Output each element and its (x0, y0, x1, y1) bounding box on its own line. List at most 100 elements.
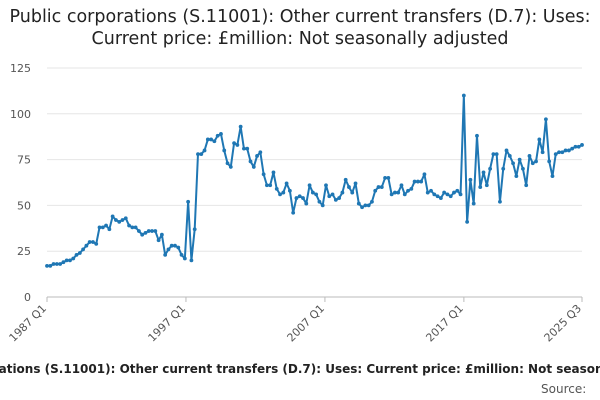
data-point (97, 225, 102, 230)
legend-label: Public corporations (S.11001): Other cur… (0, 362, 600, 376)
data-point (484, 183, 489, 188)
data-point (406, 188, 410, 193)
data-point (524, 183, 529, 188)
data-point (458, 192, 463, 197)
y-tick-label: 0 (24, 291, 31, 304)
data-point (409, 187, 414, 191)
data-point (212, 139, 217, 144)
data-point (347, 185, 351, 189)
data-point (461, 93, 466, 98)
data-point (225, 161, 230, 166)
data-point (182, 256, 187, 261)
data-point (71, 256, 76, 261)
data-point (550, 174, 555, 178)
data-point (173, 243, 177, 248)
data-point (222, 148, 227, 153)
data-point (337, 196, 342, 200)
data-point (74, 252, 79, 257)
data-point (363, 203, 368, 208)
y-tick-label: 75 (17, 154, 31, 167)
data-point (415, 179, 420, 184)
data-point (159, 232, 164, 237)
data-point (48, 263, 53, 268)
data-point (242, 146, 246, 151)
data-point (251, 165, 256, 169)
data-point (570, 146, 575, 151)
data-point (287, 188, 292, 193)
data-point (373, 188, 378, 193)
x-tick-label: 2007 Q1 (285, 302, 328, 345)
data-point (117, 219, 122, 224)
data-point (153, 229, 158, 233)
data-point (501, 166, 506, 171)
data-point (576, 144, 581, 149)
data-point (219, 132, 223, 136)
data-point (504, 148, 509, 153)
data-point (304, 201, 309, 206)
data-point (45, 263, 49, 268)
data-point (468, 177, 473, 182)
data-point (127, 223, 131, 228)
data-point (320, 203, 325, 208)
y-tick-label: 100 (10, 108, 31, 121)
data-point (232, 141, 236, 146)
data-point (58, 262, 63, 266)
data-point (143, 230, 148, 235)
data-point (100, 225, 105, 230)
data-point (179, 252, 184, 257)
data-point (317, 199, 322, 204)
data-point (314, 192, 319, 197)
data-point (176, 245, 181, 250)
data-point (265, 183, 269, 188)
x-tick-label: 1987 Q1 (7, 302, 50, 345)
data-point (445, 192, 450, 197)
data-point (84, 243, 89, 248)
data-point (360, 205, 364, 210)
data-point (166, 247, 171, 252)
data-point (488, 166, 492, 171)
data-point (54, 262, 59, 266)
data-point (471, 201, 476, 206)
data-point (261, 172, 266, 177)
data-point (146, 229, 151, 233)
data-point (150, 229, 154, 233)
data-point (307, 183, 312, 188)
data-point (192, 227, 197, 232)
data-point (563, 148, 568, 153)
data-point (238, 124, 243, 129)
data-point (209, 137, 214, 142)
data-point (199, 152, 204, 157)
data-point (169, 243, 174, 248)
data-point (547, 159, 552, 164)
data-point (537, 137, 542, 142)
data-point (110, 214, 115, 219)
data-point (393, 190, 397, 195)
data-point (196, 152, 200, 157)
data-point (389, 192, 394, 197)
data-point (330, 192, 335, 197)
data-point (123, 216, 128, 221)
data-point (137, 229, 141, 233)
data-point (274, 187, 279, 191)
data-point (235, 143, 240, 147)
data-point (527, 154, 532, 158)
data-point (557, 150, 561, 155)
data-point (425, 190, 430, 195)
data-point (107, 227, 112, 232)
data-point (442, 190, 447, 195)
series-line (47, 94, 583, 267)
data-point (271, 170, 276, 175)
data-point (465, 219, 470, 224)
x-tick-label: 2025 Q3 (542, 302, 585, 345)
data-point (396, 190, 401, 195)
data-point (553, 152, 558, 157)
data-point (580, 143, 584, 147)
chart-title: Public corporations (S.11001): Other cur… (9, 7, 591, 49)
data-series (45, 93, 584, 268)
gridlines (47, 67, 582, 298)
data-point (366, 203, 371, 208)
data-point (429, 188, 433, 193)
data-point (530, 161, 535, 166)
x-tick-label: 1997 Q1 (146, 302, 189, 345)
